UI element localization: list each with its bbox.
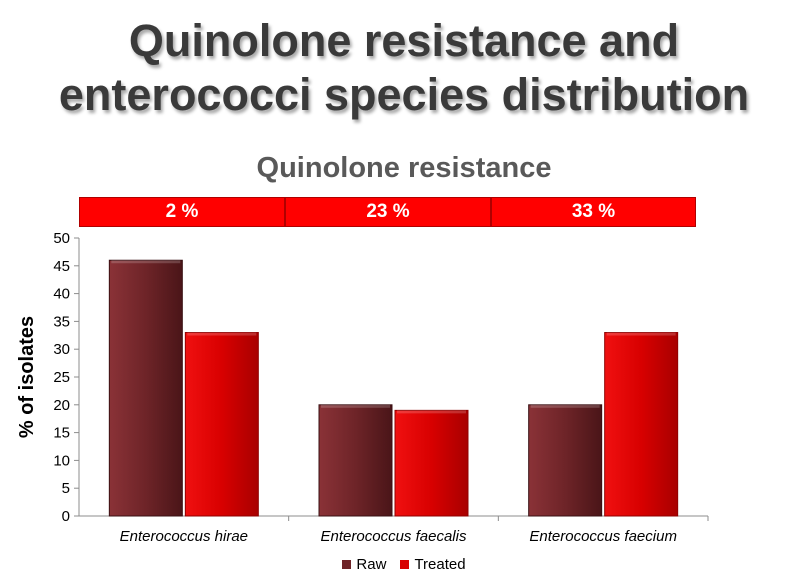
x-tick-label: Enterococcus hirae: [120, 528, 248, 545]
resistance-band-hirae: 2 %: [79, 197, 285, 227]
slide-title-line-2: enterococci species distribution: [58, 69, 750, 120]
chart-legend: Raw Treated: [0, 556, 808, 573]
resistance-band-faecium: 33 %: [491, 197, 696, 227]
y-tick-label: 0: [62, 508, 70, 525]
legend-swatch-treated: [400, 560, 410, 569]
bar-bevel: [321, 404, 390, 408]
legend-label-raw: Raw: [356, 556, 387, 573]
chart-axes: [74, 237, 709, 521]
bar-raw-1: [108, 259, 183, 517]
bar-raw-3: [528, 404, 603, 517]
slide-title: Quinolone resistance and enterococci spe…: [0, 14, 808, 122]
legend-item-raw: Raw: [342, 556, 386, 573]
y-tick-label: 45: [53, 258, 70, 275]
bar-bevel: [606, 332, 676, 336]
y-tick-label: 40: [53, 286, 70, 303]
bar-bevel: [187, 332, 257, 336]
y-tick-label: 30: [53, 341, 70, 358]
chart-labels: 0 5 10 15 20 25 30 35 40 45 50 % of isolates Enteroc…: [16, 230, 677, 545]
bar-bevel: [111, 260, 181, 264]
y-tick-label: 50: [53, 230, 70, 247]
chart-title: Quinolone resistance: [256, 152, 552, 184]
bar-bevel: [530, 404, 600, 408]
bar-raw-2: [318, 404, 393, 517]
y-axis-label: % of isolates: [16, 316, 38, 438]
y-tick-label: 25: [53, 369, 70, 386]
bar-bevel: [397, 410, 466, 414]
y-tick-label: 5: [62, 480, 70, 497]
x-tick-label: Enterococcus faecalis: [321, 528, 467, 545]
y-tick-label: 10: [53, 452, 70, 469]
bar-treated-3: [604, 332, 679, 517]
y-tick-label: 35: [53, 313, 70, 330]
y-tick-label: 15: [53, 425, 70, 442]
chart-bars: [108, 259, 679, 517]
legend-label-treated: Treated: [414, 556, 466, 573]
resistance-band-faecalis: 23 %: [285, 197, 491, 227]
x-tick-label: Enterococcus faecium: [529, 528, 677, 545]
y-tick-label: 20: [53, 397, 70, 414]
bar-treated-2: [394, 409, 469, 517]
legend-item-treated: Treated: [400, 556, 466, 573]
bar-treated-1: [184, 332, 259, 517]
legend-swatch-raw: [342, 560, 352, 569]
slide-title-line-1: Quinolone resistance and: [128, 15, 680, 66]
